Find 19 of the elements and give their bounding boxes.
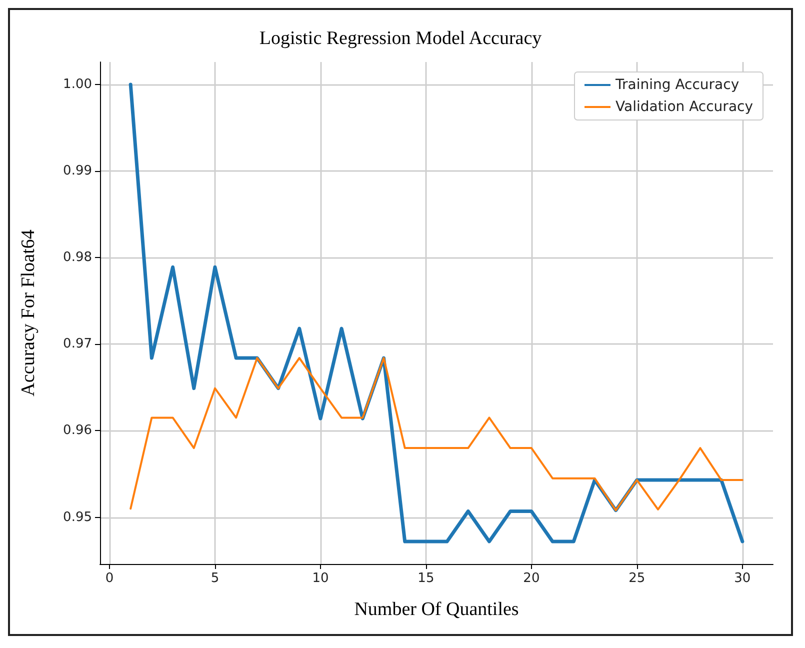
y-tick-label: 0.96	[63, 423, 92, 438]
x-tick-label: 10	[312, 571, 329, 586]
legend-label: Training Accuracy	[614, 77, 740, 93]
y-tick-label: 0.95	[63, 510, 92, 525]
line-series	[130, 357, 744, 512]
x-tick-label: 0	[105, 571, 114, 586]
x-tick-label: 20	[523, 571, 540, 586]
legend-label: Validation Accuracy	[616, 99, 753, 115]
x-tick-label: 5	[210, 571, 220, 586]
y-tick-label: 0.97	[63, 336, 92, 352]
chart-title: Logistic Regression Model Accuracy	[259, 28, 542, 49]
y-axis-title: Accuracy For Float64	[18, 229, 39, 396]
y-tick-label: 0.98	[63, 250, 92, 266]
x-axis-title: Number Of Quantiles	[354, 599, 519, 620]
x-tick-label: 25	[628, 571, 646, 586]
y-tick-label: 0.99	[63, 164, 92, 179]
x-tick-label: 15	[418, 571, 434, 586]
y-tick-label: 1.00	[63, 77, 92, 92]
x-tick-label: 30	[734, 571, 751, 586]
